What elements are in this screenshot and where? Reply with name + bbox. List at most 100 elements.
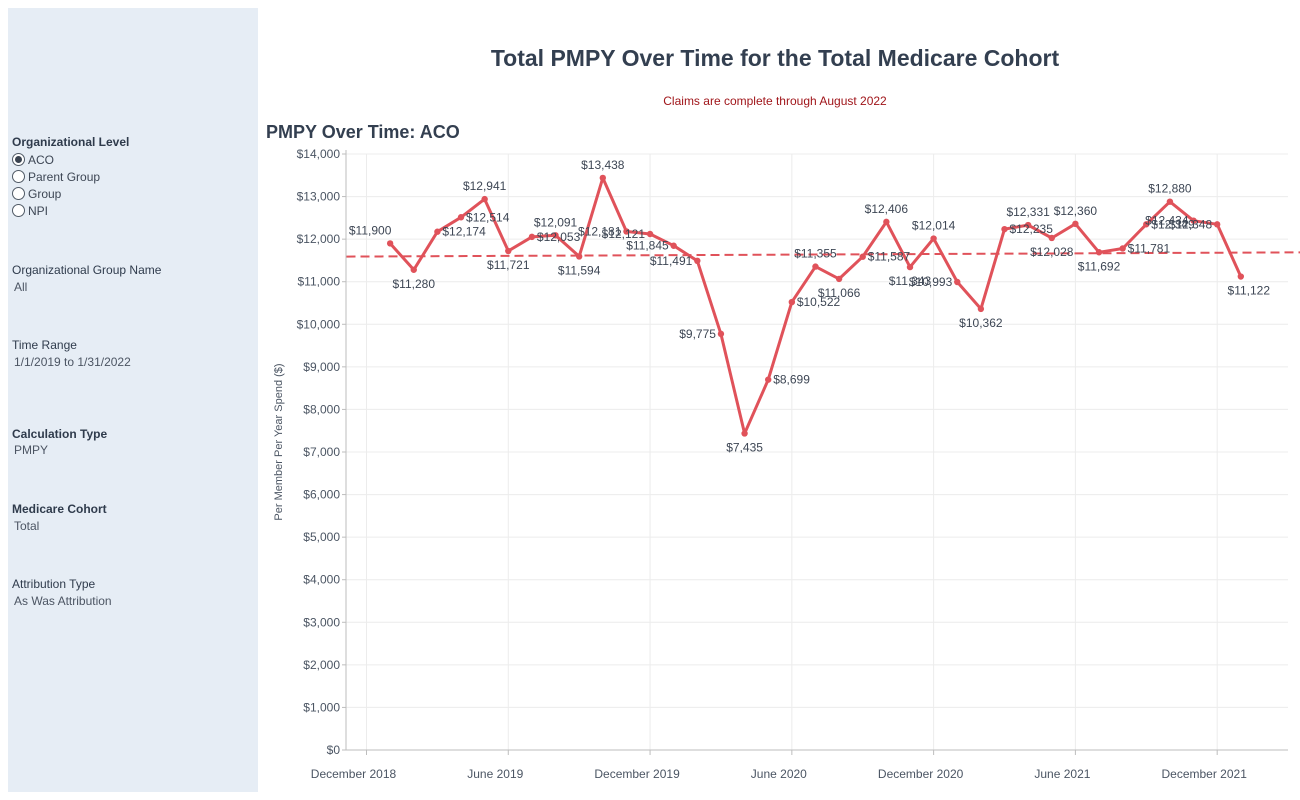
attribution-type-value[interactable]: As Was Attribution xyxy=(14,594,112,608)
data-point xyxy=(434,228,441,235)
pmpy-line-chart: $0 $1,000 $2,000 $3,000 $4,000 $5,000 $6,000 $7… xyxy=(273,147,1300,781)
data-point xyxy=(410,266,417,273)
radio-unchecked-icon[interactable] xyxy=(12,204,25,217)
data-point xyxy=(717,330,725,338)
data-label: $11,066 xyxy=(818,286,861,300)
data-label: $10,522 xyxy=(797,295,841,309)
data-point xyxy=(552,232,559,239)
y-tick-label: $13,000 xyxy=(297,190,341,204)
calculation-type-value[interactable]: PMPY xyxy=(14,443,49,457)
data-label: $11,122 xyxy=(1228,284,1271,298)
data-label: $11,594 xyxy=(558,263,601,277)
y-tick-label: $12,000 xyxy=(297,232,341,246)
data-point xyxy=(1119,245,1126,252)
data-point xyxy=(1001,225,1008,233)
data-label: $12,053 xyxy=(537,230,581,244)
y-tick-label: $3,000 xyxy=(303,615,340,629)
org-group-name-value[interactable]: All xyxy=(14,280,28,294)
pmpy-series xyxy=(386,174,1245,437)
data-label: $12,349 xyxy=(1151,217,1195,231)
x-tick-label: December 2020 xyxy=(878,767,964,781)
data-label: $12,091 xyxy=(534,215,578,229)
radio-option-aco[interactable]: ACO xyxy=(12,151,100,168)
data-label: $12,181 xyxy=(578,224,622,238)
radio-unchecked-icon[interactable] xyxy=(12,170,25,183)
x-tick-label: December 2021 xyxy=(1161,767,1247,781)
x-axis: December 2018 June 2019 December 2019 June … xyxy=(311,749,1288,781)
data-label: $12,941 xyxy=(463,179,507,193)
dashboard-title: Total PMPY Over Time for the Total Medic… xyxy=(490,45,1060,71)
calculation-type-title: Calculation Type xyxy=(12,427,108,441)
radio-unchecked-icon[interactable] xyxy=(12,187,25,200)
radio-option-parent-group[interactable]: Parent Group xyxy=(12,168,100,185)
data-point xyxy=(386,240,394,247)
y-tick-label: $10,000 xyxy=(297,317,341,331)
data-label: $11,491 xyxy=(650,254,693,268)
data-point xyxy=(528,233,536,241)
y-tick-label: $5,000 xyxy=(303,530,340,544)
data-point xyxy=(670,242,677,249)
data-point xyxy=(575,253,583,260)
attribution-type-title: Attribution Type xyxy=(12,577,96,591)
data-point xyxy=(694,257,701,265)
data-point xyxy=(812,263,819,270)
x-tick-label: December 2019 xyxy=(594,767,680,781)
org-level-radio-group: ACO Parent Group Group NPI xyxy=(12,151,100,219)
chart-title: PMPY Over Time: ACO xyxy=(266,122,460,142)
data-label: $7,435 xyxy=(726,440,763,454)
data-label: $11,721 xyxy=(487,258,530,272)
y-tick-label: $4,000 xyxy=(303,573,340,587)
data-label: $10,362 xyxy=(959,316,1003,330)
data-label: $8,699 xyxy=(773,373,810,387)
time-range-value[interactable]: 1/1/2019 to 1/31/2022 xyxy=(14,355,131,369)
data-label: $10,993 xyxy=(909,275,953,289)
data-label: $12,434 xyxy=(1145,214,1189,228)
medicare-cohort-value[interactable]: Total xyxy=(14,519,40,533)
data-point xyxy=(599,174,606,182)
data-label: $11,587 xyxy=(868,250,911,264)
data-point xyxy=(741,430,748,437)
data-point xyxy=(646,230,654,238)
data-label: $12,406 xyxy=(865,202,909,216)
data-label: $12,121 xyxy=(602,227,646,241)
y-tick-label: $7,000 xyxy=(303,445,340,459)
data-label: $11,692 xyxy=(1078,259,1121,273)
data-label: $9,775 xyxy=(679,327,716,341)
data-point xyxy=(977,305,985,313)
x-tick-label: June 2021 xyxy=(1034,767,1090,781)
radio-checked-icon[interactable] xyxy=(12,153,25,166)
data-label: $12,235 xyxy=(1010,222,1054,236)
y-tick-label: $11,000 xyxy=(298,275,341,289)
data-label: $12,348 xyxy=(1169,217,1213,231)
data-point xyxy=(481,195,488,203)
radio-option-npi[interactable]: NPI xyxy=(12,202,100,219)
org-level-title: Organizational Level xyxy=(12,135,130,149)
x-tick-label: June 2020 xyxy=(751,767,807,781)
radio-label-npi: NPI xyxy=(28,203,49,218)
medicare-cohort-title: Medicare Cohort xyxy=(12,502,107,516)
data-point xyxy=(1237,273,1245,280)
data-point xyxy=(1072,220,1079,228)
x-tick-label: December 2018 xyxy=(311,767,397,781)
data-label: $12,331 xyxy=(1006,205,1050,219)
data-label: $11,355 xyxy=(794,247,837,261)
data-label: $12,360 xyxy=(1054,204,1098,218)
data-point xyxy=(930,235,937,242)
data-point xyxy=(954,278,961,286)
org-group-name-title: Organizational Group Name xyxy=(12,263,162,277)
y-tick-label: $9,000 xyxy=(303,360,340,374)
data-point xyxy=(835,275,843,283)
radio-option-group[interactable]: Group xyxy=(12,185,100,202)
y-tick-label: $8,000 xyxy=(303,402,340,416)
data-point xyxy=(1024,221,1032,229)
data-label: $12,514 xyxy=(466,210,510,224)
trend-line-path xyxy=(346,251,1300,258)
y-axis-title: Per Member Per Year Spend ($) xyxy=(273,363,285,520)
data-point xyxy=(788,298,796,306)
y-tick-label: $6,000 xyxy=(303,488,340,502)
data-point xyxy=(906,263,914,271)
claims-complete-note: Claims are complete through August 2022 xyxy=(663,94,887,108)
data-point xyxy=(1213,221,1221,228)
data-label: $11,343 xyxy=(889,274,932,288)
data-label: $12,880 xyxy=(1148,182,1192,196)
